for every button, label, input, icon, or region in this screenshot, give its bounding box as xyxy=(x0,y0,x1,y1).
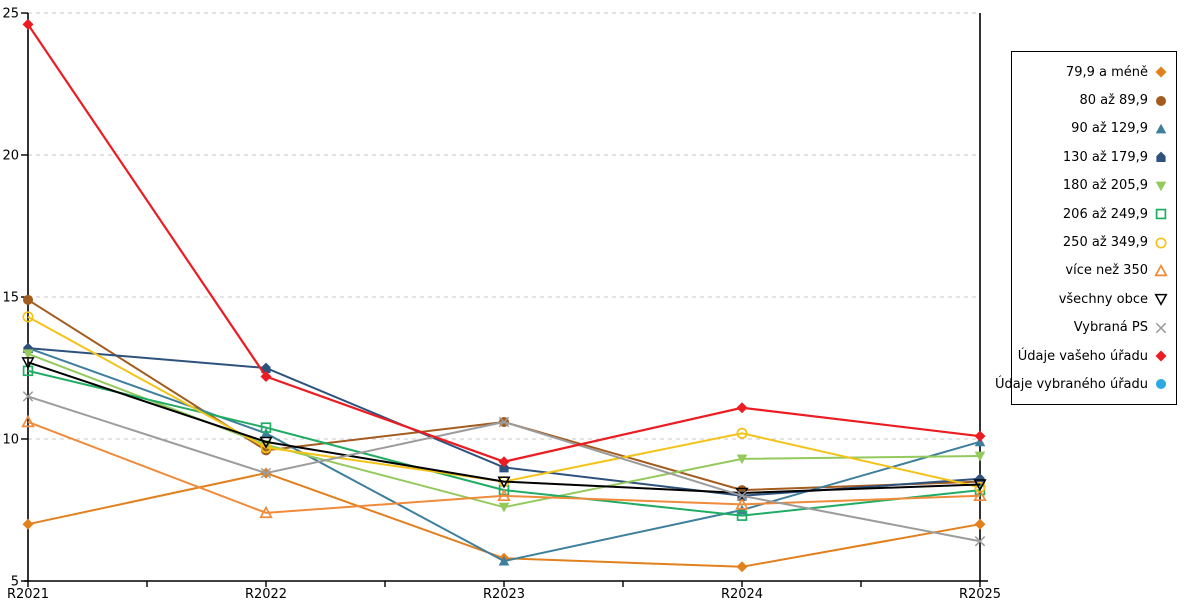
series-3-marker-icon xyxy=(975,473,985,484)
legend-marker-pentagon-icon xyxy=(1156,151,1166,163)
legend-item-label: Údaje vybraného úřadu xyxy=(994,376,1148,392)
legend-item: více než 350 xyxy=(1014,257,1169,285)
series-1-marker-icon xyxy=(23,294,33,305)
series-4-marker-icon xyxy=(736,454,748,465)
series-10-marker-icon xyxy=(974,430,986,442)
legend-marker-circle-open-icon xyxy=(1155,236,1167,249)
series-5-marker-icon xyxy=(736,510,748,521)
series-6-marker-icon xyxy=(22,311,34,323)
legend-marker-diamond-icon xyxy=(1155,66,1167,78)
series-line-7 xyxy=(27,421,981,514)
x-tick-label: R2024 xyxy=(721,587,763,600)
legend-marker-triangle-down-icon xyxy=(1155,181,1167,192)
legend-item-label: více než 350 xyxy=(1065,263,1148,279)
legend-item: Údaje vašeho úřadu xyxy=(1014,342,1169,370)
y-tick-label: 15 xyxy=(2,291,19,306)
series-8-marker-icon xyxy=(21,357,35,370)
legend-item: 180 až 205,9 xyxy=(1014,172,1169,200)
series-6-marker-icon xyxy=(736,427,748,439)
x-tick-label: R2022 xyxy=(245,587,287,600)
series-9-marker-icon xyxy=(260,467,272,479)
series-10-marker-icon xyxy=(736,402,748,414)
legend-marker-square-open-icon xyxy=(1155,208,1167,220)
legend-item: 250 až 349,9 xyxy=(1014,228,1169,256)
series-8-marker-icon xyxy=(497,476,511,489)
series-0-marker-icon xyxy=(22,518,34,530)
series-9-marker-icon xyxy=(22,391,34,402)
legend-item-label: 79,9 a méně xyxy=(1065,64,1148,80)
series-0-marker-icon xyxy=(974,518,986,530)
series-9-marker-icon xyxy=(498,416,510,428)
series-10-marker-icon xyxy=(498,456,510,468)
legend-box: 79,9 a méně 80 až 89,9 90 až 129,9 130 až 1… xyxy=(995,51,1177,405)
legend-item-label: 250 až 349,9 xyxy=(1062,235,1148,251)
legend-marker-triangle-open-icon xyxy=(1154,263,1168,277)
legend-item-label: 80 až 89,9 xyxy=(1079,93,1148,109)
legend-item-label: 180 až 205,9 xyxy=(1062,178,1148,194)
legend-item: 130 až 179,9 xyxy=(1014,143,1169,171)
y-tick-label: 25 xyxy=(2,7,19,22)
y-tick-label: 10 xyxy=(2,433,19,448)
series-line-4 xyxy=(27,352,981,509)
series-2-marker-icon xyxy=(498,555,510,566)
legend-marker-triangle-up-icon xyxy=(1155,123,1167,134)
legend-item: 79,9 a méně xyxy=(1014,58,1169,86)
y-tick-label: 20 xyxy=(2,149,19,164)
legend-marker-diamond-icon xyxy=(1155,350,1167,362)
series-9-marker-icon xyxy=(974,536,986,547)
series-4-marker-icon xyxy=(974,451,986,462)
legend-item: všechny obce xyxy=(1014,285,1169,313)
y-tick-label: 5 xyxy=(11,575,19,590)
legend-item: 80 až 89,9 xyxy=(1014,86,1169,114)
legend-item-label: všechny obce xyxy=(1058,291,1148,307)
x-tick-label: R2021 xyxy=(7,587,49,600)
legend-marker-triangle-down-open-icon xyxy=(1154,294,1168,307)
x-tick-label: R2025 xyxy=(959,587,1001,600)
legend-item: Vybraná PS xyxy=(1014,314,1169,342)
legend-item: 90 až 129,9 xyxy=(1014,115,1169,143)
series-3-marker-icon xyxy=(261,362,271,373)
legend-item-label: 206 až 249,9 xyxy=(1062,206,1148,222)
series-7-marker-icon xyxy=(735,497,749,510)
series-line-8 xyxy=(27,361,981,494)
series-10-marker-icon xyxy=(260,371,272,383)
legend-item-label: Údaje vašeho úřadu xyxy=(1017,348,1148,364)
legend-item: Údaje vybraného úřadu xyxy=(995,370,1169,398)
series-4-marker-icon xyxy=(498,502,510,513)
series-7-marker-icon xyxy=(259,505,273,519)
series-7-marker-icon xyxy=(973,488,987,502)
legend-item: 206 až 249,9 xyxy=(1014,200,1169,228)
legend-item-label: 130 až 179,9 xyxy=(1062,149,1148,165)
series-0-marker-icon xyxy=(736,561,748,573)
x-tick-label: R2023 xyxy=(483,587,525,600)
series-10-marker-icon xyxy=(22,18,34,30)
series-7-marker-icon xyxy=(497,488,511,502)
series-7-marker-icon xyxy=(21,414,35,428)
series-8-marker-icon xyxy=(259,436,273,449)
series-4-marker-icon xyxy=(22,349,34,360)
series-9-marker-icon xyxy=(736,490,748,502)
series-5-marker-icon xyxy=(260,422,272,433)
legend-item-label: Vybraná PS xyxy=(1073,320,1148,336)
legend-marker-circle-icon xyxy=(1156,95,1166,106)
legend-item-label: 90 až 129,9 xyxy=(1071,121,1148,137)
series-8-marker-icon xyxy=(973,479,987,492)
legend-marker-x-icon xyxy=(1155,322,1167,333)
legend-marker-circle-icon xyxy=(1156,379,1166,390)
